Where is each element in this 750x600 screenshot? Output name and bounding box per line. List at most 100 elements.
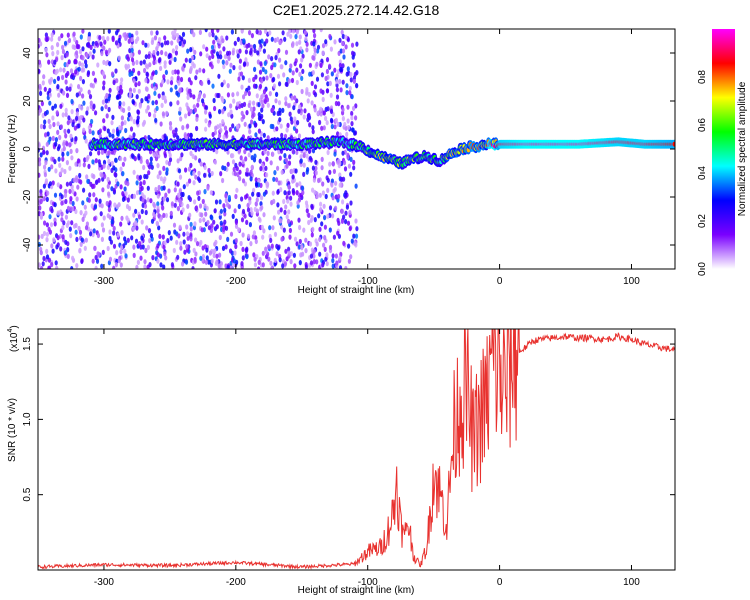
snr-x-ticks: -300 -200 -100 0 100 [94,329,640,588]
spectrogram-noise-cell [101,187,105,193]
spectrogram-noise-cell [194,75,198,81]
snr-scale-multiplier: (x104) [7,325,20,352]
spectrogram-noise-cell [55,244,59,250]
spectrogram-noise-cell [171,69,175,75]
spectrogram-noise-cell [156,42,160,49]
spectrogram-noise-cell [305,47,309,53]
spectrogram-noise-cell [42,149,46,155]
spectrogram-noise-cell [43,220,47,226]
spectrogram-noise-cell [91,232,95,238]
spectrogram-noise-cell [153,86,157,92]
spectrogram-noise-cell [93,245,97,251]
spectrogram-noise-cell [94,179,99,185]
spectrogram-noise-cell [257,102,261,108]
spectrogram-noise-cell [305,208,309,214]
spectrogram-noise-cell [234,193,238,200]
spectrogram-noise-cell [84,63,88,69]
spectrogram-noise-cell [318,251,322,257]
spectrogram-noise-cell [197,93,201,100]
spectrogram-noise-cell [250,210,254,216]
spectrogram-noise-cell [70,74,74,80]
spectrogram-noise-cell [298,39,302,45]
spectrogram-noise-cell [39,250,43,256]
spectrogram-noise-cell [45,254,50,260]
spectrogram-noise-cell [258,46,262,53]
spectrogram-noise-cell [294,34,298,40]
x-tick-label: 100 [623,276,640,287]
spectrogram-noise-cell [106,183,110,189]
spectrogram-noise-cell [108,47,112,53]
spectrogram-noise-cell [330,71,334,77]
spectrogram-noise-cell [338,62,342,68]
spectrogram-noise-cell [210,64,214,70]
spectrogram-noise-cell [173,187,177,193]
spectrogram-noise-cell [134,82,138,88]
spectrogram-noise-cell [345,204,349,210]
spectrogram-noise-cell [200,80,204,87]
spectrogram-noise-cell [64,214,68,220]
spectrogram-noise-cell [277,209,281,215]
spectrogram-noise-cell [143,67,147,74]
spectrogram-noise-cell [239,71,244,77]
spectrogram-noise-cell [91,159,95,165]
spectrogram-noise-cell [101,35,105,41]
spectrogram-noise-cell [325,120,329,126]
spectrogram-noise-cell [204,118,208,124]
spectrogram-noise-cell [211,83,215,89]
spectrogram-noise-cell [71,200,75,207]
spectrogram-noise-cell [346,104,350,110]
spectrogram-noise-cell [330,123,334,130]
spectrogram-noise-cell [38,142,41,148]
spectrogram-noise-cell [68,188,72,194]
spectrogram-noise-cell [177,192,181,198]
spectrogram-noise-cell [138,174,143,180]
spectrogram-noise-cell [248,29,252,36]
spectrogram-noise-cell [204,109,208,115]
spectrogram-noise-cell [289,195,293,201]
spectrogram-noise-cell [312,177,316,183]
spectrogram-noise-cell [164,69,168,75]
spectrogram-noise-cell [271,151,275,157]
spectrogram-noise-cell [176,37,180,44]
spectrogram-noise-cell [160,200,164,206]
spectrogram-noise-cell [321,181,325,187]
spectrogram-noise-cell [269,73,273,79]
spectrogram-noise-cell [232,98,236,104]
spectrogram-noise-cell [310,232,314,238]
spectrogram-noise-cell [218,234,222,241]
spectrogram-noise-cell [195,116,199,122]
snr-scale-exponent: 4 [7,329,14,333]
spectrogram-noise-cell [212,219,216,225]
spectrogram-noise-cell [135,190,140,196]
spectrogram-noise-cell [45,222,50,228]
spectrogram-noise-cell [54,70,58,76]
spectrogram-noise-cell [145,159,149,165]
spectrogram-noise-cell [157,93,161,99]
spectrogram-noise-cell [219,208,223,214]
spectrogram-noise-cell [225,60,229,66]
spectrogram-noise-cell [107,191,111,197]
spectrogram-noise-cell [252,43,257,50]
spectrogram-noise-cell [122,101,126,107]
spectrogram-noise-cell [211,53,215,60]
spectrogram-noise-cell [85,110,89,116]
spectrogram-noise-cell [121,196,126,202]
spectrogram-noise-cell [350,121,354,127]
spectrogram-noise-cell [162,212,166,218]
spectrogram-noise-cell [226,92,230,98]
spectrogram-noise-cell [247,90,251,97]
spectrogram-noise-cell [312,248,316,254]
spectrogram-noise-cell [351,127,355,133]
spectrogram-noise-cell [56,235,60,241]
spectrogram-noise-cell [239,40,243,46]
spectrogram-noise-cell [123,186,127,192]
spectrogram-noise-cell [269,123,273,129]
spectrogram-noise-cell [214,35,218,41]
spectrogram-noise-cell [115,30,119,36]
spectrogram-noise-cell [246,207,251,213]
spectrogram-noise-cell [298,260,302,266]
spectrogram-noise-cell [155,220,159,226]
spectrogram-noise-cell [252,100,256,106]
spectrogram-noise-cell [48,229,53,235]
spectrogram-noise-cell [243,149,247,155]
